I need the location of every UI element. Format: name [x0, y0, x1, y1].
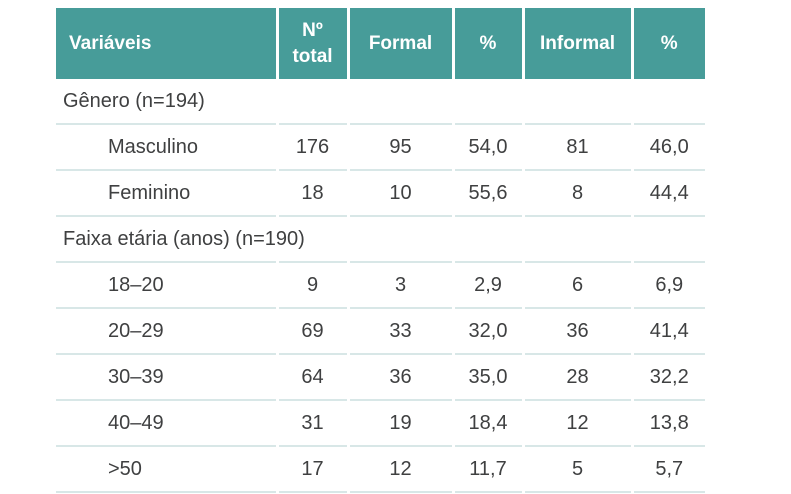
row-label: >50	[56, 446, 277, 493]
n-total-value: 18	[275, 170, 348, 217]
table-row-20-29: 20–29 69 33 32,0 36 41,4	[56, 308, 705, 355]
formal-pct-value: 35,0	[451, 354, 523, 401]
empty-cell	[275, 492, 348, 494]
n-total-value: 9	[275, 262, 348, 309]
demographic-table: Variáveis Nº total Formal % Informal % G…	[56, 8, 705, 494]
formal-pct-value: 54,0	[451, 124, 523, 171]
table-row-18-20: 18–20 9 3 2,9 6 6,9	[56, 262, 705, 309]
empty-cell	[521, 492, 632, 494]
informal-value: 6	[521, 262, 632, 309]
empty-cell	[275, 79, 348, 125]
formal-value: 33	[346, 308, 453, 355]
empty-cell	[630, 492, 705, 494]
informal-value: 8	[521, 170, 632, 217]
section-row-genero: Gênero (n=194)	[56, 79, 705, 125]
row-label: 20–29	[56, 308, 277, 355]
informal-pct-value: 5,7	[630, 446, 705, 493]
row-label: 30–39	[56, 354, 277, 401]
column-header-informal-pct: %	[630, 8, 705, 79]
n-total-value: 31	[275, 400, 348, 447]
informal-value: 28	[521, 354, 632, 401]
row-label: 18–20	[56, 262, 277, 309]
empty-cell	[451, 492, 523, 494]
n-total-value: 17	[275, 446, 348, 493]
informal-value: 81	[521, 124, 632, 171]
empty-cell	[275, 216, 348, 263]
empty-cell	[630, 79, 705, 125]
informal-pct-value: 41,4	[630, 308, 705, 355]
formal-pct-value: 11,7	[451, 446, 523, 493]
n-total-value: 69	[275, 308, 348, 355]
empty-cell	[521, 216, 632, 263]
section-row-faixa-etaria: Faixa etária (anos) (n=190)	[56, 216, 705, 263]
informal-pct-value: 44,4	[630, 170, 705, 217]
informal-value: 12	[521, 400, 632, 447]
formal-value: 3	[346, 262, 453, 309]
formal-value: 19	[346, 400, 453, 447]
table-row-masculino: Masculino 176 95 54,0 81 46,0	[56, 124, 705, 171]
informal-value: 5	[521, 446, 632, 493]
column-header-formal: Formal	[346, 8, 453, 79]
table-row-30-39: 30–39 64 36 35,0 28 32,2	[56, 354, 705, 401]
section-label: Gênero (n=194)	[56, 79, 277, 125]
n-total-value: 64	[275, 354, 348, 401]
empty-cell	[346, 79, 453, 125]
column-header-informal: Informal	[521, 8, 632, 79]
table-row-40-49: 40–49 31 19 18,4 12 13,8	[56, 400, 705, 447]
formal-value: 36	[346, 354, 453, 401]
formal-value: 12	[346, 446, 453, 493]
row-label: Masculino	[56, 124, 277, 171]
column-header-formal-pct: %	[451, 8, 523, 79]
empty-cell	[346, 492, 453, 494]
formal-pct-value: 2,9	[451, 262, 523, 309]
formal-pct-value: 55,6	[451, 170, 523, 217]
column-header-variaveis: Variáveis	[56, 8, 277, 79]
n-total-value: 176	[275, 124, 348, 171]
empty-cell	[451, 79, 523, 125]
informal-pct-value: 46,0	[630, 124, 705, 171]
formal-value: 95	[346, 124, 453, 171]
empty-cell	[346, 216, 453, 263]
formal-pct-value: 32,0	[451, 308, 523, 355]
row-label: Feminino	[56, 170, 277, 217]
header-row: Variáveis Nº total Formal % Informal %	[56, 8, 705, 79]
column-header-n-total: Nº total	[275, 8, 348, 79]
section-label: Escolaridade (n=196)	[56, 492, 277, 494]
informal-pct-value: 32,2	[630, 354, 705, 401]
empty-cell	[451, 216, 523, 263]
row-label: 40–49	[56, 400, 277, 447]
formal-pct-value: 18,4	[451, 400, 523, 447]
table-row-feminino: Feminino 18 10 55,6 8 44,4	[56, 170, 705, 217]
formal-value: 10	[346, 170, 453, 217]
section-label: Faixa etária (anos) (n=190)	[56, 216, 305, 263]
section-row-escolaridade: Escolaridade (n=196)	[56, 492, 705, 494]
informal-value: 36	[521, 308, 632, 355]
table-row-over-50: >50 17 12 11,7 5 5,7	[56, 446, 705, 493]
informal-pct-value: 6,9	[630, 262, 705, 309]
informal-pct-value: 13,8	[630, 400, 705, 447]
empty-cell	[630, 216, 705, 263]
empty-cell	[521, 79, 632, 125]
